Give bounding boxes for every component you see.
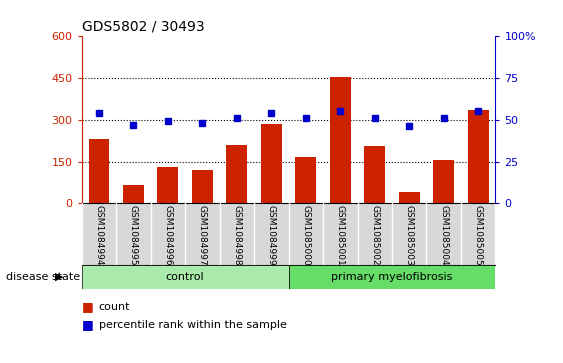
Text: control: control xyxy=(166,272,204,282)
Text: ■: ■ xyxy=(82,318,93,331)
Bar xyxy=(88,139,109,203)
Text: GSM1085000: GSM1085000 xyxy=(301,205,310,266)
Text: GDS5802 / 30493: GDS5802 / 30493 xyxy=(82,20,204,34)
Bar xyxy=(226,145,247,203)
Bar xyxy=(468,110,489,203)
Bar xyxy=(399,192,419,203)
Bar xyxy=(330,77,351,203)
Bar xyxy=(82,265,289,289)
Text: GSM1084994: GSM1084994 xyxy=(95,205,104,266)
Text: GSM1084995: GSM1084995 xyxy=(129,205,138,266)
Text: count: count xyxy=(99,302,130,312)
Bar xyxy=(261,124,282,203)
Bar xyxy=(289,265,495,289)
Text: GSM1085005: GSM1085005 xyxy=(473,205,482,266)
Text: GSM1085002: GSM1085002 xyxy=(370,205,379,266)
Text: GSM1084997: GSM1084997 xyxy=(198,205,207,266)
Text: GSM1084999: GSM1084999 xyxy=(267,205,276,266)
Text: disease state: disease state xyxy=(6,272,80,282)
Text: percentile rank within the sample: percentile rank within the sample xyxy=(99,320,287,330)
Bar xyxy=(158,167,178,203)
Bar xyxy=(434,160,454,203)
Text: GSM1084996: GSM1084996 xyxy=(163,205,172,266)
Bar xyxy=(192,170,213,203)
Text: ■: ■ xyxy=(82,300,93,313)
Text: GSM1085004: GSM1085004 xyxy=(439,205,448,266)
Text: GSM1085001: GSM1085001 xyxy=(336,205,345,266)
Text: primary myelofibrosis: primary myelofibrosis xyxy=(331,272,453,282)
Bar xyxy=(296,158,316,203)
Bar xyxy=(123,185,144,203)
Text: GSM1085003: GSM1085003 xyxy=(405,205,414,266)
Bar xyxy=(364,146,385,203)
Text: GSM1084998: GSM1084998 xyxy=(233,205,242,266)
Text: ▶: ▶ xyxy=(55,272,64,282)
